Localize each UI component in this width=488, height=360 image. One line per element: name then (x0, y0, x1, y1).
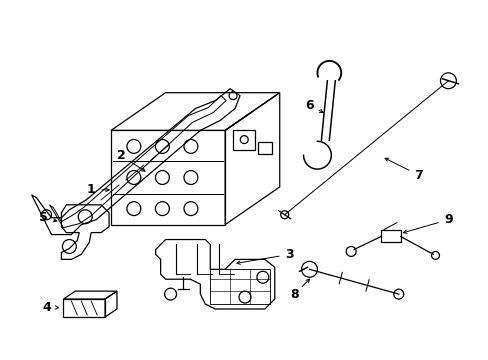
Text: 8: 8 (290, 288, 298, 301)
Bar (233, 130, 255, 149)
Text: 6: 6 (305, 99, 313, 112)
Bar (258, 141, 271, 153)
Text: 5: 5 (39, 211, 48, 224)
Bar (380, 230, 400, 242)
Text: 7: 7 (413, 168, 422, 181)
Text: 4: 4 (42, 301, 51, 314)
Text: 2: 2 (116, 149, 125, 162)
Bar (210, 269, 269, 304)
Text: 1: 1 (87, 184, 95, 197)
Text: 3: 3 (285, 248, 293, 261)
Text: 9: 9 (443, 213, 452, 226)
